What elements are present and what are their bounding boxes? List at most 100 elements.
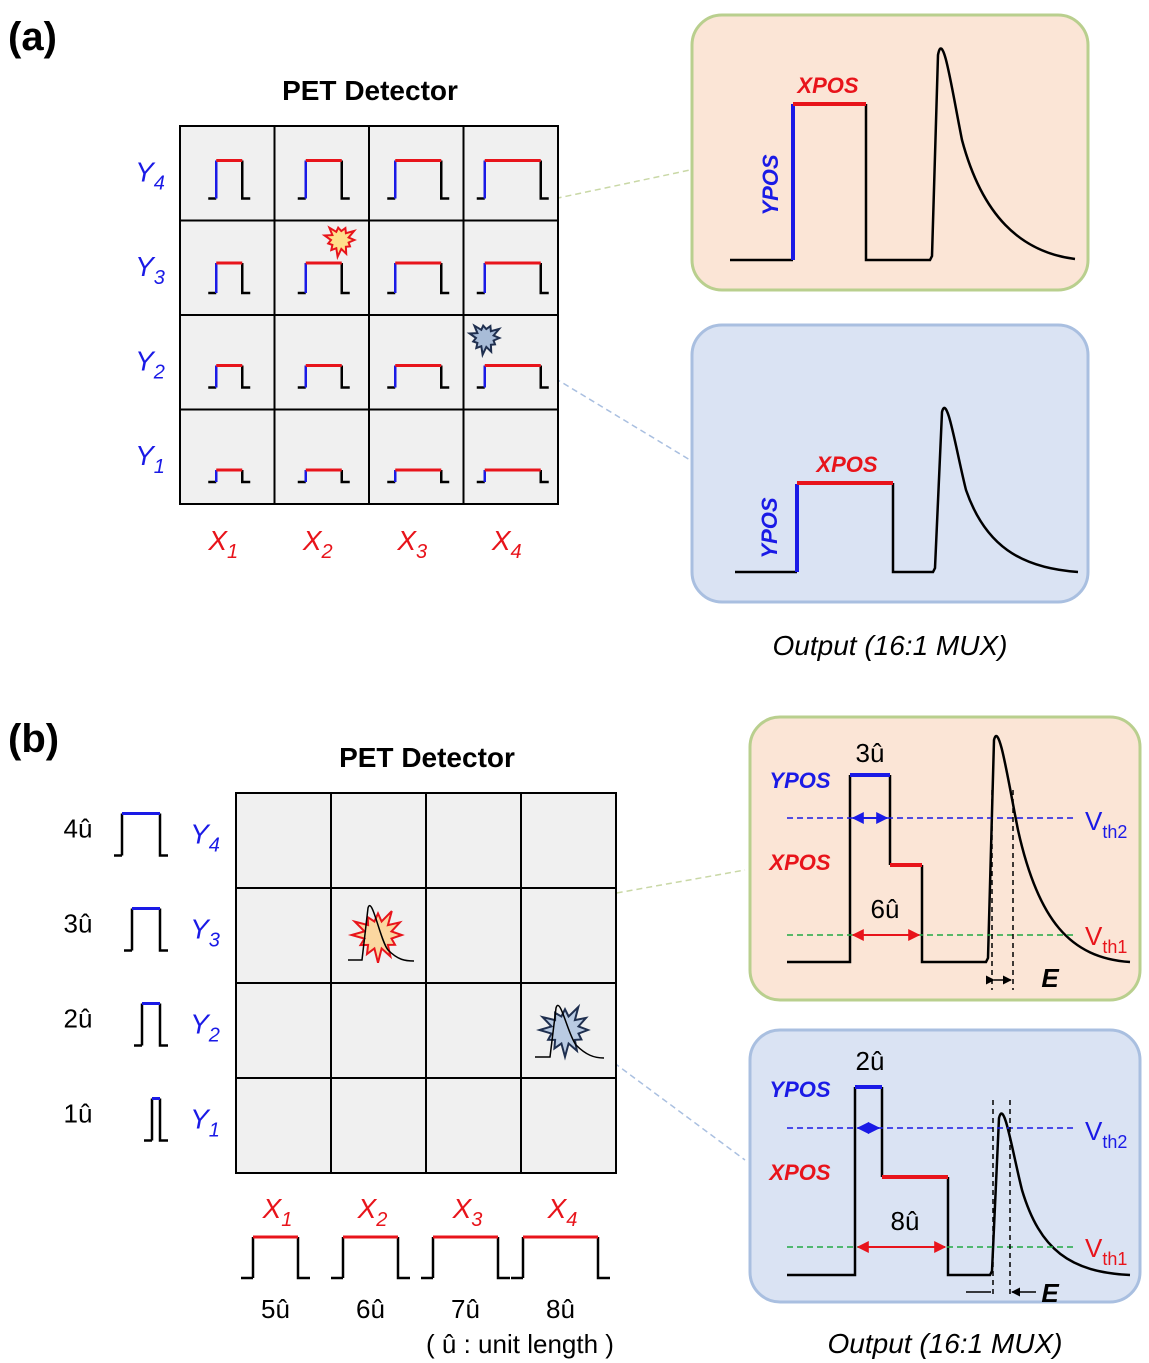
panel-label: (b) [8,717,59,761]
ypos-label: YPOS [769,768,830,793]
detector-cell [275,126,370,221]
subscript-label: X2 [302,525,333,563]
label-sub: th2 [1102,1132,1127,1152]
width-label: 5û [261,1294,290,1324]
detector-cell [236,888,331,983]
subscript-label: X1 [207,525,238,563]
subscript-label: X3 [452,1193,483,1231]
width-label: 3û [856,738,885,768]
detector-cell [331,793,426,888]
subscript-label: Y3 [190,914,220,952]
detector-cell [521,793,616,888]
subscript-label: X1 [262,1193,293,1231]
label-main: X [547,1193,568,1224]
label-sub: 1 [281,1209,292,1231]
ypos-label: YPOS [769,1077,830,1102]
detector-cell [275,410,370,505]
caption: Output (16:1 MUX) [773,630,1008,661]
label-main: X [396,525,417,556]
label-sub: 4 [511,541,522,563]
label-main: X [491,525,512,556]
pulse [331,1237,410,1278]
subscript-label: Y2 [190,1009,220,1047]
label-main: V [1085,1233,1103,1263]
output-box [692,15,1088,290]
xpos-label: XPOS [814,452,877,477]
label-sub: 2 [375,1209,387,1231]
detector-cell [464,126,559,221]
label-main: V [1085,806,1103,836]
subscript-label: Y1 [135,440,165,478]
pulse [114,814,168,856]
pulse [241,1237,310,1278]
label-main: X [357,1193,378,1224]
label-sub: 2 [208,1025,220,1047]
detector-cell [275,315,370,410]
detector-cell [521,888,616,983]
detector-cell [331,983,426,1078]
label-sub: 4 [209,835,220,857]
pulse [421,1237,510,1278]
detector-cell [369,126,464,221]
pulse-base [134,1004,168,1046]
label-sub: 3 [209,930,220,952]
detector-cell [426,888,521,983]
width-label: 4û [64,814,93,844]
label-sub: 2 [153,361,165,383]
label-sub: th1 [1102,937,1127,957]
width-label: 3û [64,909,93,939]
ypos-label: YPOS [758,154,783,215]
subscript-label: X3 [396,525,427,563]
detector-cell [521,1078,616,1173]
label-main: V [1085,1116,1103,1146]
label-sub: th2 [1102,822,1127,842]
pulse-base [124,909,168,951]
width-label: 7û [451,1294,480,1324]
subscript-label: X2 [357,1193,388,1231]
width-label: 1û [64,1099,93,1129]
detector-cell [426,983,521,1078]
detector-cell [236,1078,331,1173]
detector-cell [369,410,464,505]
label-main: X [302,525,323,556]
subscript-label: Y1 [190,1104,220,1142]
xpos-label: XPOS [767,1160,830,1185]
detector-cell [180,221,275,316]
detector-title: PET Detector [282,75,458,106]
pulse-base [421,1237,510,1278]
pulse [124,909,168,951]
pulse [134,1004,168,1046]
width-label: 6û [871,894,900,924]
detector-cell [369,221,464,316]
detector-cell [180,410,275,505]
label-main: X [207,525,228,556]
label-main: X [452,1193,473,1224]
detector-cell [331,1078,426,1173]
detector-cell [180,126,275,221]
subscript-label: Y4 [135,156,165,194]
label-sub: 1 [154,456,165,478]
width-label: 6û [356,1294,385,1324]
label-sub: 2 [321,541,333,563]
subscript-label: Y4 [190,819,220,857]
subscript-label: Y3 [135,251,165,289]
label-main: V [1085,921,1103,951]
detector-cell [464,410,559,505]
detector-cell [236,983,331,1078]
caption: Output (16:1 MUX) [828,1328,1063,1359]
label-sub: 3 [471,1209,482,1231]
subscript-label: X4 [491,525,522,563]
pulse [144,1099,168,1141]
detector-cell [180,315,275,410]
width-label: 2û [856,1046,885,1076]
unit-note: ( û : unit length ) [426,1329,614,1359]
label-sub: 3 [154,267,165,289]
energy-label: E [1041,1278,1059,1308]
xpos-label: XPOS [767,850,830,875]
xpos-label: XPOS [795,73,858,98]
label-sub: 4 [566,1209,577,1231]
figure: (a) PET Detector (b) PET Detector XPOS Y… [0,0,1149,1363]
width-label: 8û [891,1206,920,1236]
pulse-base [144,1099,168,1141]
detector-title: PET Detector [339,742,515,773]
